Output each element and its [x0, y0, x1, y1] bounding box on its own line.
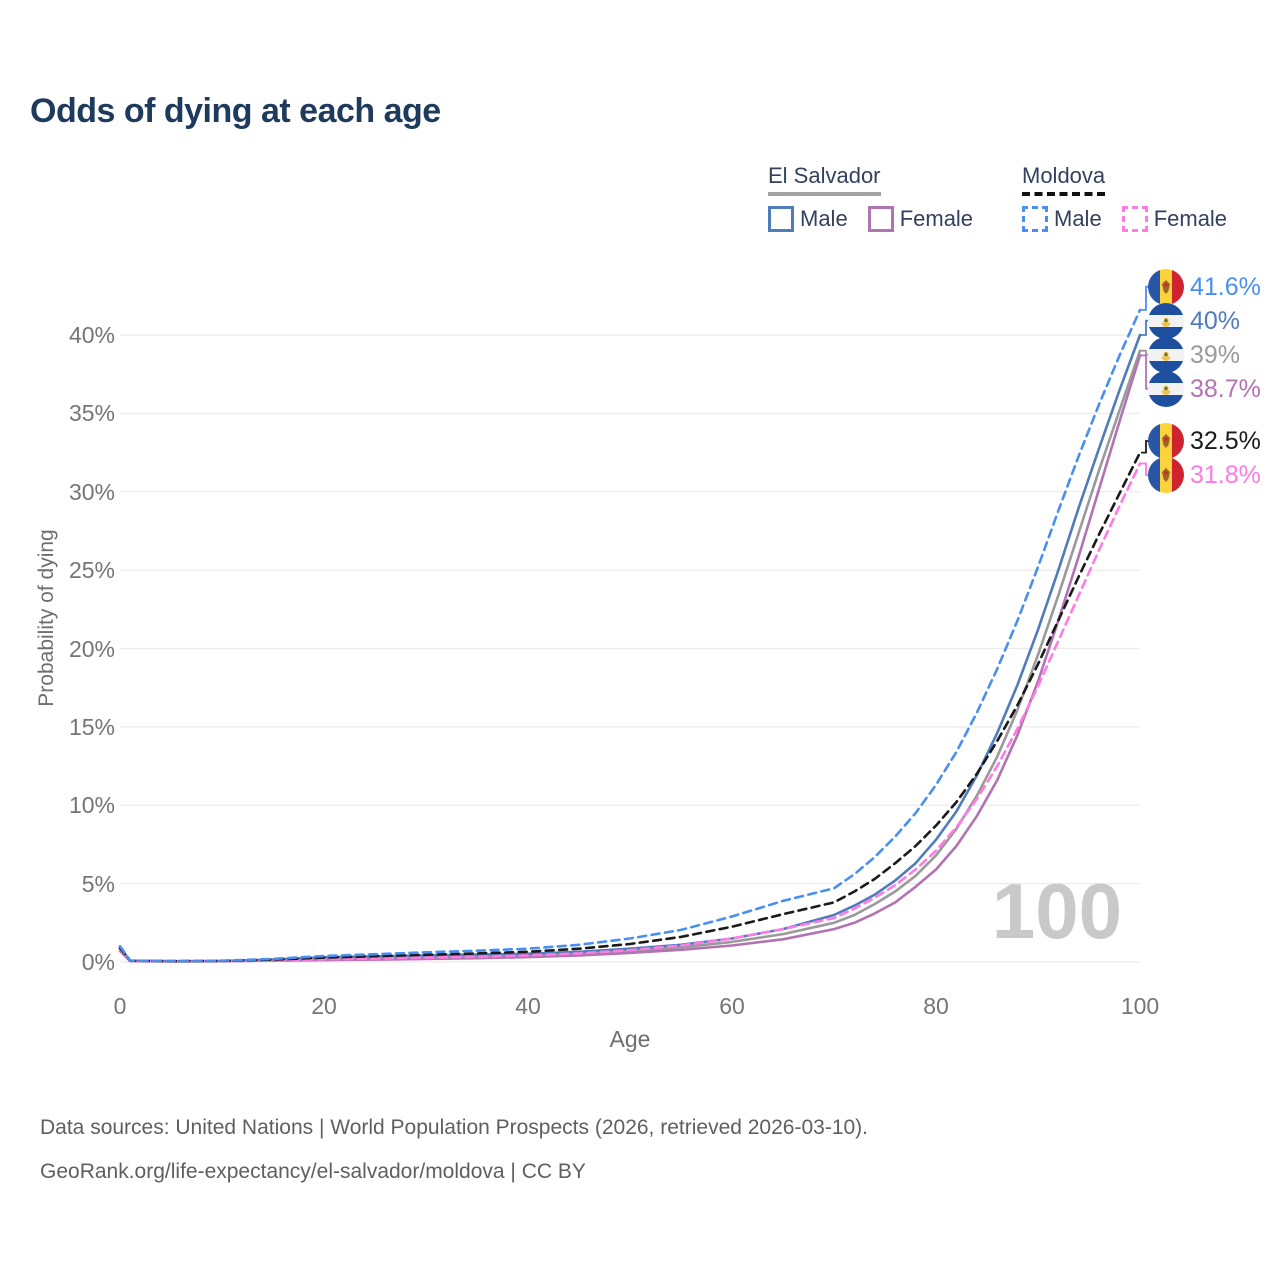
- legend-item-label: Female: [899, 206, 974, 231]
- moldova-flag-icon: [1148, 423, 1184, 459]
- moldova-flag-icon: [1148, 269, 1184, 305]
- end-label-el-salvador-male: 40%: [1148, 303, 1240, 339]
- end-label-value: 41.6%: [1190, 272, 1261, 301]
- el-salvador-flag-icon: [1148, 303, 1184, 339]
- el-salvador-flag-icon: [1148, 371, 1184, 407]
- y-tick-label: 15%: [68, 713, 115, 740]
- end-label-connector: [1141, 462, 1149, 476]
- legend-item-label: Male: [1054, 206, 1102, 231]
- legend-swatch-icon: [1121, 206, 1148, 232]
- x-tick-label: 100: [1120, 993, 1160, 1019]
- legend-country-label: Moldova: [1022, 163, 1106, 196]
- end-label-value: 40%: [1190, 306, 1241, 335]
- series-line-moldova-both-sexes: [118, 451, 1142, 963]
- moldova-flag-icon: [1148, 457, 1184, 493]
- legend-item-moldova-male[interactable]: Male: [1022, 206, 1102, 232]
- x-tick-label: 40: [515, 993, 541, 1019]
- x-tick-label: 0: [113, 993, 127, 1019]
- end-label-connector: [1141, 349, 1149, 356]
- footer-data-sources: Data sources: United Nations | World Pop…: [40, 1116, 869, 1139]
- end-label-moldova-both-sexes: 32.5%: [1148, 423, 1261, 459]
- y-tick-label: 5%: [81, 870, 115, 897]
- series-line-moldova-male: [118, 308, 1142, 963]
- legend-group-moldova: Moldova Male Female: [1022, 163, 1247, 232]
- y-tick-label: 35%: [68, 400, 115, 427]
- end-label-connector: [1141, 440, 1149, 454]
- legend-group-el-salvador: El Salvador Male Female: [768, 163, 993, 232]
- y-tick-label: 20%: [68, 635, 115, 662]
- y-tick-label: 25%: [68, 557, 115, 584]
- footer: Data sources: United Nations | World Pop…: [40, 1106, 868, 1194]
- legend-swatch-icon: [1022, 206, 1048, 232]
- footer-attribution: GeoRank.org/life-expectancy/el-salvador/…: [40, 1160, 586, 1183]
- legend-item-el-salvador-male[interactable]: Male: [768, 206, 848, 232]
- y-tick-label: 40%: [68, 322, 115, 348]
- y-tick-label: 30%: [68, 478, 115, 505]
- x-tick-label: 80: [923, 993, 949, 1019]
- end-label-el-salvador-both-sexes: 39%: [1148, 337, 1240, 373]
- end-label-moldova-female: 31.8%: [1148, 457, 1261, 493]
- end-label-value: 39%: [1190, 340, 1241, 369]
- series-line-el-salvador-both-sexes: [118, 349, 1142, 963]
- legend-item-label: Female: [1153, 206, 1228, 231]
- series-line-el-salvador-female: [118, 354, 1142, 963]
- end-label-value: 38.7%: [1190, 374, 1261, 403]
- series-line-moldova-female: [118, 462, 1142, 963]
- end-label-el-salvador-female: 38.7%: [1148, 371, 1261, 407]
- end-label-value: 32.5%: [1190, 426, 1261, 455]
- x-axis-title: Age: [609, 1026, 651, 1052]
- legend-item-moldova-female[interactable]: Female: [1121, 206, 1228, 232]
- el-salvador-flag-icon: [1148, 337, 1184, 373]
- legend-item-label: Male: [800, 206, 848, 231]
- x-tick-label: 60: [719, 993, 745, 1019]
- x-tick-label: 20: [311, 993, 337, 1019]
- legend-swatch-icon: [768, 206, 794, 232]
- legend-country-label: El Salvador: [768, 163, 881, 196]
- end-label-moldova-male: 41.6%: [1148, 269, 1261, 305]
- gridlines: [120, 334, 1140, 963]
- y-tick-label: 0%: [81, 949, 115, 975]
- legend-swatch-icon: [867, 206, 894, 232]
- age-watermark: 100: [991, 867, 1122, 955]
- end-label-connector: [1141, 285, 1149, 311]
- y-tick-label: 10%: [68, 792, 115, 819]
- legend-item-el-salvador-female[interactable]: Female: [867, 206, 974, 232]
- y-axis-title: Probability of dying: [35, 529, 58, 707]
- end-label-value: 31.8%: [1190, 460, 1261, 489]
- page-title: Odds of dying at each age: [30, 92, 441, 130]
- end-label-connector: [1141, 354, 1149, 390]
- end-label-connector: [1141, 319, 1149, 336]
